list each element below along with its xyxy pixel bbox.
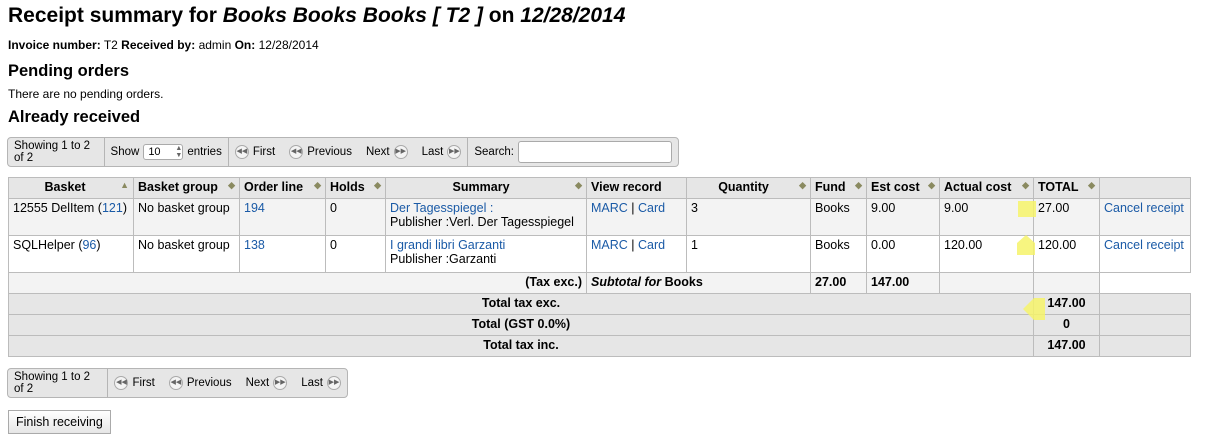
- sort-icon: ◆: [855, 180, 862, 190]
- sort-icon: ◆: [374, 180, 381, 190]
- first-button[interactable]: ◀◀ First: [114, 376, 155, 390]
- col-total[interactable]: TOTAL ◆: [1033, 177, 1100, 199]
- last-icon: ▶▶: [447, 145, 462, 159]
- no-pending-message: There are no pending orders.: [8, 87, 164, 101]
- col-basket-group[interactable]: Basket group ◆: [133, 177, 240, 199]
- finish-receiving-button[interactable]: Finish receiving: [8, 410, 111, 434]
- marc-link[interactable]: MARC: [591, 238, 628, 252]
- received-table: Basket ▲ Basket group ◆ Order line ◆ Holds ◆…: [8, 177, 1191, 357]
- entries-select[interactable]: 10 ▲ ▼: [143, 144, 184, 160]
- sort-asc-icon: ▲: [120, 180, 129, 190]
- sort-icon: ◆: [928, 180, 935, 190]
- last-button[interactable]: Last ▶▶: [421, 145, 462, 159]
- header-row: Basket ▲ Basket group ◆ Order line ◆ Holds ◆…: [8, 177, 1191, 199]
- total-tax-exc-row: Total tax exc. 147.00: [8, 293, 1191, 315]
- subtotal-row: (Tax exc.) Subtotal for Books 27.00 147.…: [8, 272, 1191, 294]
- previous-icon: ◀◀: [168, 376, 183, 390]
- show-label: Show: [110, 146, 140, 158]
- next-icon: ▶▶: [273, 376, 288, 390]
- previous-button[interactable]: ◀◀ Previous: [289, 145, 352, 159]
- last-icon: ▶▶: [327, 376, 341, 390]
- pending-heading: Pending orders: [8, 62, 130, 80]
- pager-info: Showing 1 to 2 of 2: [8, 138, 105, 166]
- next-button[interactable]: Next ▶▶: [245, 376, 288, 390]
- first-button[interactable]: ◀◀ First: [234, 145, 276, 159]
- marc-link[interactable]: MARC: [591, 201, 628, 215]
- cancel-receipt-link[interactable]: Cancel receipt: [1104, 238, 1184, 252]
- col-order-line[interactable]: Order line ◆: [239, 177, 326, 199]
- pager-info: Showing 1 to 2 of 2: [8, 369, 109, 397]
- sort-icon: ◆: [228, 180, 235, 190]
- search-label: Search:: [474, 146, 514, 158]
- previous-button[interactable]: ◀◀ Previous: [168, 376, 232, 390]
- table-row: SQLHelper (96) No basket group 138 0 I g…: [8, 235, 1191, 273]
- col-actual-cost[interactable]: Actual cost ◆: [939, 177, 1034, 199]
- col-holds[interactable]: Holds ◆: [325, 177, 386, 199]
- page-title: Receipt summary for Books Books Books [ …: [8, 4, 626, 27]
- next-icon: ▶▶: [393, 145, 408, 159]
- sort-icon: ◆: [1022, 180, 1029, 190]
- sort-icon: ◆: [1088, 180, 1095, 190]
- highlight-mark: [1023, 298, 1045, 320]
- col-summary[interactable]: Summary ◆: [385, 177, 587, 199]
- bottom-pager: Showing 1 to 2 of 2 ◀◀ First ◀◀ Previous N…: [7, 368, 348, 398]
- card-link[interactable]: Card: [638, 238, 666, 252]
- col-quantity[interactable]: Quantity ◆: [686, 177, 811, 199]
- title-link[interactable]: Der Tagesspiegel :: [390, 201, 494, 215]
- total-gst-row: Total (GST 0.0%) 0: [8, 314, 1191, 336]
- sort-icon: ◆: [575, 180, 582, 190]
- sort-icon: ◆: [314, 180, 321, 190]
- col-actions: [1099, 177, 1191, 199]
- highlight-mark: [1017, 235, 1035, 255]
- first-icon: ◀◀: [234, 145, 249, 159]
- top-pager: Showing 1 to 2 of 2 Show 10 ▲ ▼ entries ◀◀ Fi…: [7, 137, 679, 167]
- title-link[interactable]: I grandi libri Garzanti: [390, 238, 506, 252]
- basket-link[interactable]: 121: [101, 201, 123, 215]
- highlight-mark: [1018, 201, 1036, 217]
- first-icon: ◀◀: [114, 376, 129, 390]
- col-fund[interactable]: Fund ◆: [810, 177, 867, 199]
- table-row: 12555 DelItem (121) No basket group 194 …: [8, 198, 1191, 236]
- entries-label: entries: [187, 146, 222, 158]
- order-line-link[interactable]: 138: [244, 238, 265, 252]
- received-heading: Already received: [8, 108, 141, 126]
- search-input[interactable]: [518, 141, 672, 163]
- col-view-record: View record: [586, 177, 687, 199]
- col-est-cost[interactable]: Est cost ◆: [866, 177, 940, 199]
- card-link[interactable]: Card: [638, 201, 666, 215]
- last-button[interactable]: Last ▶▶: [301, 376, 341, 390]
- invoice-meta: Invoice number: T2 Received by: admin On…: [8, 38, 319, 52]
- total-tax-inc-row: Total tax inc. 147.00: [8, 335, 1191, 357]
- previous-icon: ◀◀: [289, 145, 304, 159]
- next-button[interactable]: Next ▶▶: [365, 145, 408, 159]
- sort-icon: ◆: [799, 180, 806, 190]
- basket-link[interactable]: 96: [82, 238, 97, 252]
- col-basket[interactable]: Basket ▲: [8, 177, 134, 199]
- cancel-receipt-link[interactable]: Cancel receipt: [1104, 201, 1184, 215]
- order-line-link[interactable]: 194: [244, 201, 265, 215]
